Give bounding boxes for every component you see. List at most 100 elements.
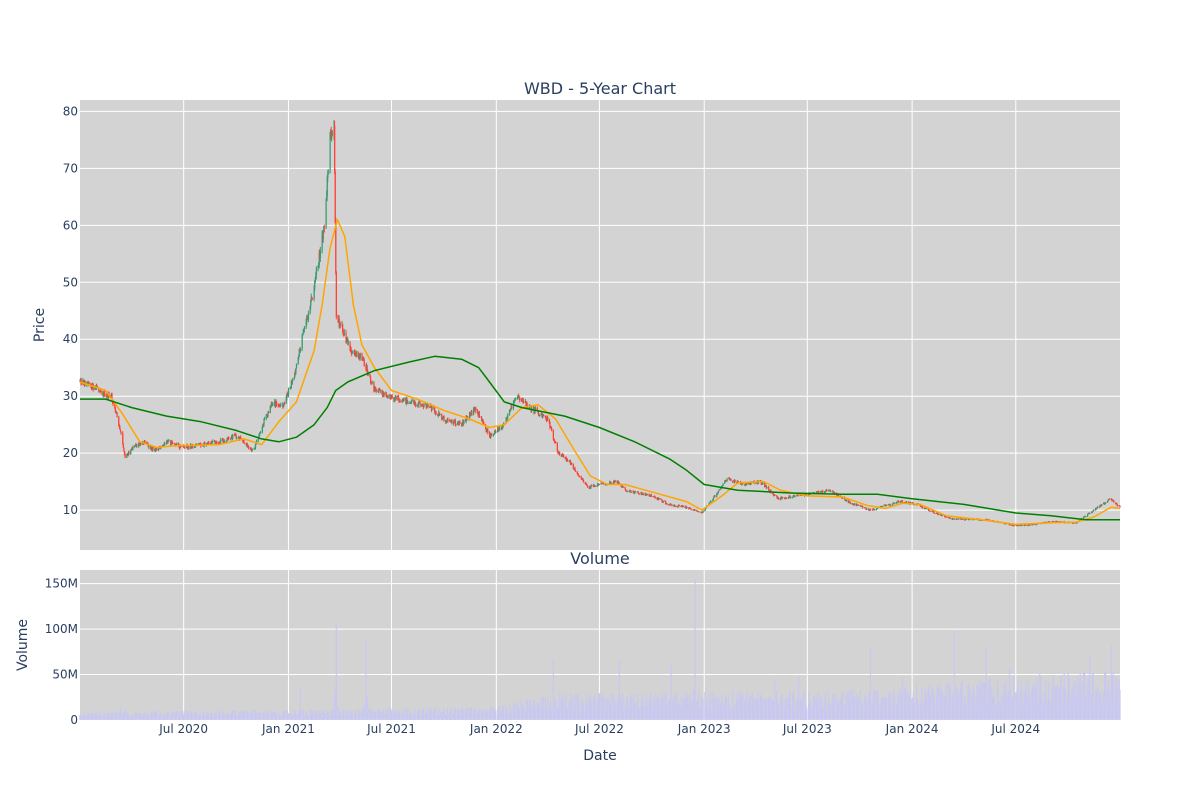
candle-body [168,440,170,442]
volume-bar [415,715,417,720]
candle-body [403,397,405,401]
candle-body [678,505,680,506]
candle-body [347,342,349,343]
volume-bar [803,692,806,720]
candle-body [366,365,368,371]
volume-bar [515,707,517,720]
volume-bar [802,693,804,720]
candle-body [507,415,509,418]
candle-body [214,441,216,445]
candle-body [1096,508,1098,510]
x-tick-label: Jul 2021 [366,722,416,736]
candle-body [357,351,359,357]
candle-body [825,490,827,492]
volume-bar [104,716,106,720]
volume-bar [1027,679,1029,720]
volume-x-ticks: Jul 2020 Jan 2021 Jul 2021 Jan 2022 Jul 2022… [158,722,1040,736]
candle-body [569,461,572,464]
volume-bar [116,712,118,720]
x-tick-label: Jan 2023 [677,722,731,736]
candle-body [522,398,524,402]
candle-body [985,519,987,520]
candle-body [949,517,951,519]
volume-bar [969,692,971,720]
volume-bar [315,711,317,720]
candle-body [838,495,840,497]
candle-body [248,446,250,449]
candle-body [475,408,477,412]
volume-bar [128,714,130,720]
candle-body [563,455,565,458]
volume-bar [686,695,688,720]
volume-bar [814,700,816,720]
volume-bar [407,714,409,720]
candle-body [260,432,262,434]
candle-body [897,501,900,502]
candle-body [870,508,872,511]
candle-body [379,390,381,393]
volume-bar [921,705,923,720]
volume-bar [507,713,509,720]
volume-bar [634,702,636,720]
candle-body [648,493,650,496]
volume-bar [310,710,312,720]
candle-body [704,508,707,511]
volume-bar [985,647,987,720]
volume-bar [658,698,660,720]
candle-body [728,478,730,480]
volume-bar [291,714,294,720]
candle-body [905,501,908,503]
volume-bar [1037,698,1039,720]
candle-body [367,374,369,375]
candle-body [724,481,726,484]
candle-body [257,439,259,441]
candle-body [857,504,859,506]
volume-bar [646,706,648,720]
volume-bar [846,691,848,720]
volume-bar [622,711,624,720]
candle-body [395,395,397,400]
candle-body [519,397,521,400]
x-axis-title: Date [583,748,616,764]
candle-body [965,518,967,520]
candle-body [363,360,365,366]
volume-bar [204,715,206,720]
volume-bar [960,682,962,720]
volume-bar [893,694,896,720]
candle-body [208,442,210,444]
price-y-tick-label: 60 [63,218,78,232]
volume-bar [754,697,756,720]
candle-body [539,414,541,417]
volume-bar [499,705,501,720]
price-y-tick-label: 10 [63,503,78,517]
volume-bar [451,714,453,720]
volume-bar [383,714,385,720]
volume-bar [523,706,525,720]
volume-bar [981,681,983,720]
candle-body [499,428,501,429]
candle-body [1017,524,1019,526]
candle-body [720,488,723,489]
candle-body [750,481,752,485]
candle-body [192,444,194,448]
candle-body [311,298,314,300]
candle-body [666,503,668,504]
candle-body [275,401,278,405]
volume-bar [722,703,724,720]
volume-bar [172,713,174,720]
candle-body [361,353,363,360]
volume-bar [539,709,541,720]
candle-body [742,483,744,485]
candle-body [485,425,487,430]
volume-bar [654,701,656,720]
candle-body [866,508,868,510]
candle-body [1009,524,1011,526]
candle-body [602,482,605,485]
volume-bar [529,700,532,720]
candle-body [1032,524,1034,526]
volume-bar [287,713,290,720]
volume-bar [638,709,640,720]
candle-body [574,467,576,471]
candle-body [1106,501,1109,503]
candle-body [373,382,375,390]
